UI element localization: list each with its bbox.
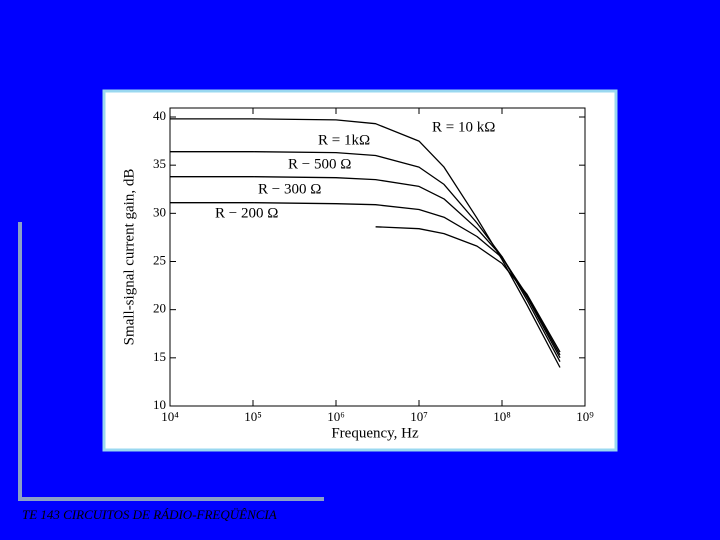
x-axis-label: Frequency, Hz bbox=[331, 425, 419, 441]
x-tick-label: 10⁸ bbox=[493, 409, 511, 424]
y-tick-label: 20 bbox=[153, 301, 166, 316]
y-tick-label: 30 bbox=[153, 204, 166, 219]
curve-label: R − 300 Ω bbox=[258, 181, 321, 197]
footer: TE 143 CIRCUITOS DE RÁDIO-FREQÜÊNCIA bbox=[22, 507, 277, 522]
y-tick-label: 40 bbox=[153, 108, 166, 123]
curve-label: R − 200 Ω bbox=[215, 205, 278, 221]
y-axis-label: Small-signal current gain, dB bbox=[121, 169, 137, 346]
x-tick-label: 10⁶ bbox=[327, 409, 345, 424]
y-tick-label: 35 bbox=[153, 156, 166, 171]
y-tick-label: 10 bbox=[153, 397, 166, 412]
deco-vertical bbox=[18, 222, 22, 500]
plot-frame bbox=[169, 107, 586, 407]
y-tick-label: 25 bbox=[153, 252, 166, 267]
x-tick-label: 10⁵ bbox=[244, 409, 262, 424]
x-tick-label: 10⁷ bbox=[410, 409, 428, 424]
x-tick-label: 10⁴ bbox=[161, 409, 179, 424]
curve bbox=[375, 226, 561, 353]
x-tick-label: 10⁹ bbox=[576, 409, 594, 424]
curve bbox=[170, 202, 561, 356]
deco-horizontal bbox=[18, 497, 324, 501]
figure-box bbox=[102, 89, 618, 452]
curve-label: R = 10 kΩ bbox=[432, 119, 495, 135]
y-tick-label: 15 bbox=[153, 349, 166, 364]
curve-label: R = 1kΩ bbox=[318, 132, 370, 148]
curve bbox=[170, 118, 561, 368]
curve-label: R − 500 Ω bbox=[288, 156, 351, 172]
